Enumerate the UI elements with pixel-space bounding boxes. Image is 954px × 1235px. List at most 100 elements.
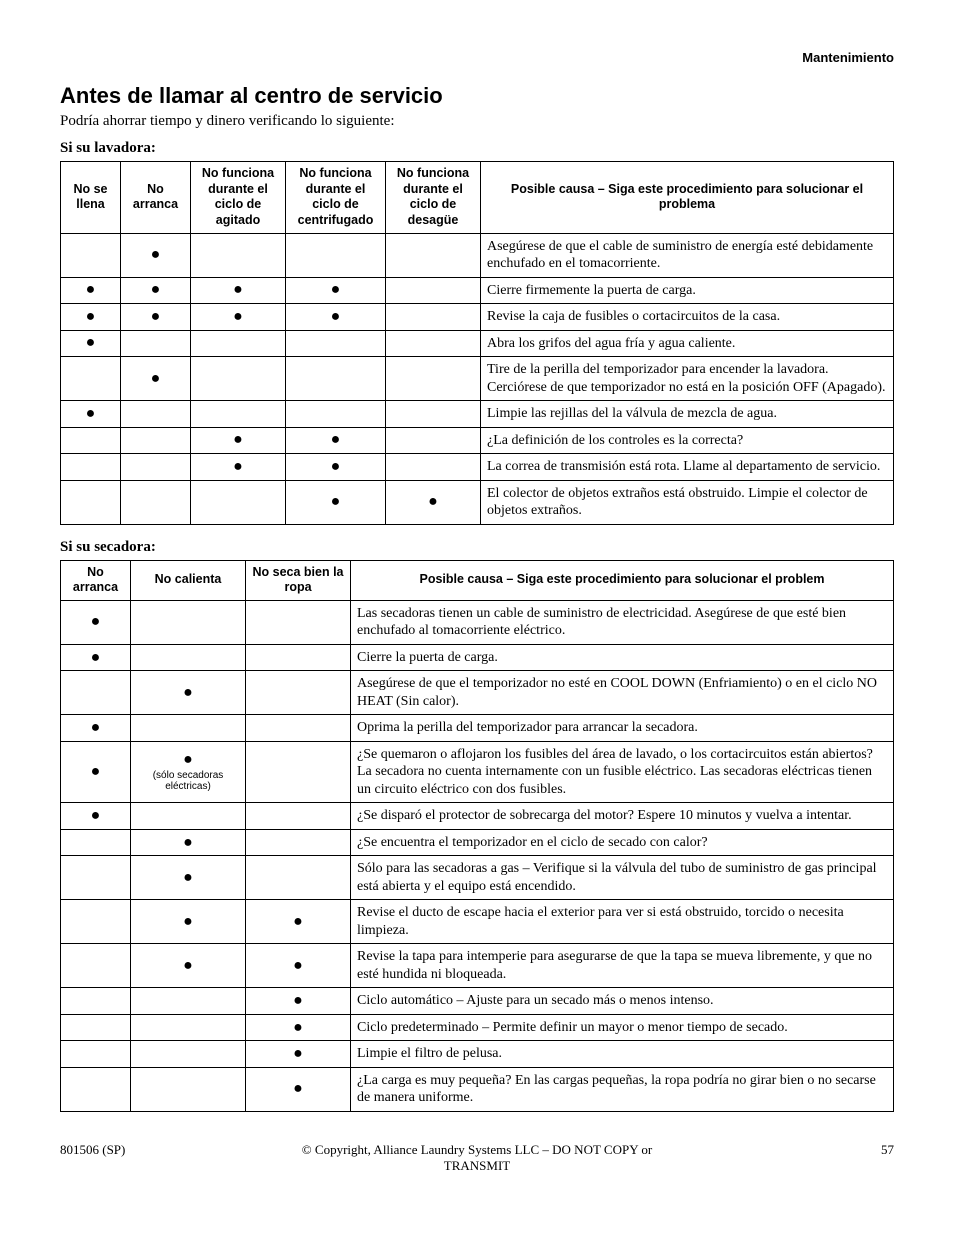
dot-cell [246,644,351,671]
dot-cell [246,741,351,803]
cause-cell: ¿La definición de los controles es la co… [481,427,894,454]
table-row: ●Ciclo automático – Ajuste para un secad… [61,988,894,1015]
table-row: ●●Revise la tapa para intemperie para as… [61,944,894,988]
footer-center: © Copyright, Alliance Laundry Systems LL… [269,1142,686,1174]
table-header: No funciona durante el ciclo de agitado [191,162,286,234]
dot-cell: ● [191,277,286,304]
table-header: No funciona durante el ciclo de desagüe [386,162,481,234]
dot-cell: ● [246,900,351,944]
cause-cell: Cierre la puerta de carga. [351,644,894,671]
dot-cell: ● [246,1067,351,1111]
intro-text: Podría ahorrar tiempo y dinero verifican… [60,113,894,130]
cause-cell: La correa de transmisión está rota. Llam… [481,454,894,481]
dot-cell: ● [61,600,131,644]
table-header: No seca bien la ropa [246,560,351,600]
dot-cell [386,427,481,454]
dot-note: (sólo secadoras eléctricas) [133,770,243,792]
cause-cell: Ciclo automático – Ajuste para un secado… [351,988,894,1015]
dot-cell [191,401,286,428]
cause-cell: ¿Se disparó el protector de sobrecarga d… [351,803,894,830]
table-row: ● Asegúrese de que el temporizador no est… [61,671,894,715]
cause-cell: ¿Se encuentra el temporizador en el cicl… [351,829,894,856]
table-row: ● Las secadoras tienen un cable de sumini… [61,600,894,644]
dryer-table: No arrancaNo calientaNo seca bien la rop… [60,560,894,1112]
dot-cell [246,856,351,900]
table-header: No arranca [121,162,191,234]
dot-cell [131,600,246,644]
table-header: No funciona durante el ciclo de centrifu… [286,162,386,234]
dot-cell [131,644,246,671]
dot-cell [61,427,121,454]
table-row: ●●El colector de objetos extraños está o… [61,480,894,524]
table-row: ●Abra los grifos del agua fría y agua ca… [61,330,894,357]
dot-cell: ● [131,829,246,856]
table-header: Posible causa – Siga este procedimiento … [351,560,894,600]
cause-cell: Tire de la perilla del temporizador para… [481,357,894,401]
cause-cell: ¿La carga es muy pequeña? En las cargas … [351,1067,894,1111]
dot-cell [131,803,246,830]
dot-cell [386,233,481,277]
dot-cell: ● [246,1041,351,1068]
dot-cell [61,900,131,944]
dot-cell [386,401,481,428]
dot-cell [61,988,131,1015]
cause-cell: Revise la caja de fusibles o cortacircui… [481,304,894,331]
table-header: Posible causa – Siga este procedimiento … [481,162,894,234]
cause-cell: Revise la tapa para intemperie para aseg… [351,944,894,988]
table-row: ●Asegúrese de que el cable de suministro… [61,233,894,277]
dot-cell [386,277,481,304]
section-header: Mantenimiento [60,50,894,65]
table-row: ●Oprima la perilla del temporizador para… [61,715,894,742]
dot-cell [246,671,351,715]
table-row: ●●Revise el ducto de escape hacia el ext… [61,900,894,944]
dryer-subhead: Si su secadora: [60,539,894,556]
dot-cell [286,357,386,401]
dot-cell [246,829,351,856]
dot-cell: ● [191,304,286,331]
cause-cell: Asegúrese de que el temporizador no esté… [351,671,894,715]
dot-cell: ● [286,304,386,331]
table-row: ●Tire de la perilla del temporizador par… [61,357,894,401]
dot-cell: ● [131,900,246,944]
washer-subhead: Si su lavadora: [60,140,894,157]
dot-cell [131,715,246,742]
dot-cell [61,1041,131,1068]
table-row: ● Cierre la puerta de carga. [61,644,894,671]
dot-cell [61,944,131,988]
cause-cell: Las secadoras tienen un cable de suminis… [351,600,894,644]
dot-cell: ● [386,480,481,524]
dot-cell: ● [246,988,351,1015]
dot-cell: ● [61,741,131,803]
dot-cell: ● [286,427,386,454]
table-row: ●●●●Cierre firmemente la puerta de carga… [61,277,894,304]
dot-cell [61,856,131,900]
table-row: ●¿Se disparó el protector de sobrecarga … [61,803,894,830]
cause-cell: El colector de objetos extraños está obs… [481,480,894,524]
table-row: ●¿La carga es muy pequeña? En las cargas… [61,1067,894,1111]
page-title: Antes de llamar al centro de servicio [60,83,894,109]
dot-cell: ● [61,644,131,671]
dot-cell: ● [131,671,246,715]
table-header: No arranca [61,560,131,600]
dot-cell [121,330,191,357]
dot-cell: ● [191,427,286,454]
cause-cell: Cierre firmemente la puerta de carga. [481,277,894,304]
dot-cell [61,1067,131,1111]
cause-cell: Ciclo predeterminado – Permite definir u… [351,1014,894,1041]
cause-cell: ¿Se quemaron o aflojaron los fusibles de… [351,741,894,803]
footer-left: 801506 (SP) [60,1142,269,1174]
table-header: No se llena [61,162,121,234]
dot-cell: ● [121,304,191,331]
dot-cell [191,357,286,401]
dot-cell: ● [191,454,286,481]
dot-cell [246,803,351,830]
dot-cell [191,233,286,277]
dot-cell [386,454,481,481]
table-row: ●Limpie el filtro de pelusa. [61,1041,894,1068]
dot-cell [131,1014,246,1041]
cause-cell: Abra los grifos del agua fría y agua cal… [481,330,894,357]
dot-cell [386,357,481,401]
dot-cell [286,401,386,428]
dot-cell [121,480,191,524]
cause-cell: Limpie las rejillas del la válvula de me… [481,401,894,428]
